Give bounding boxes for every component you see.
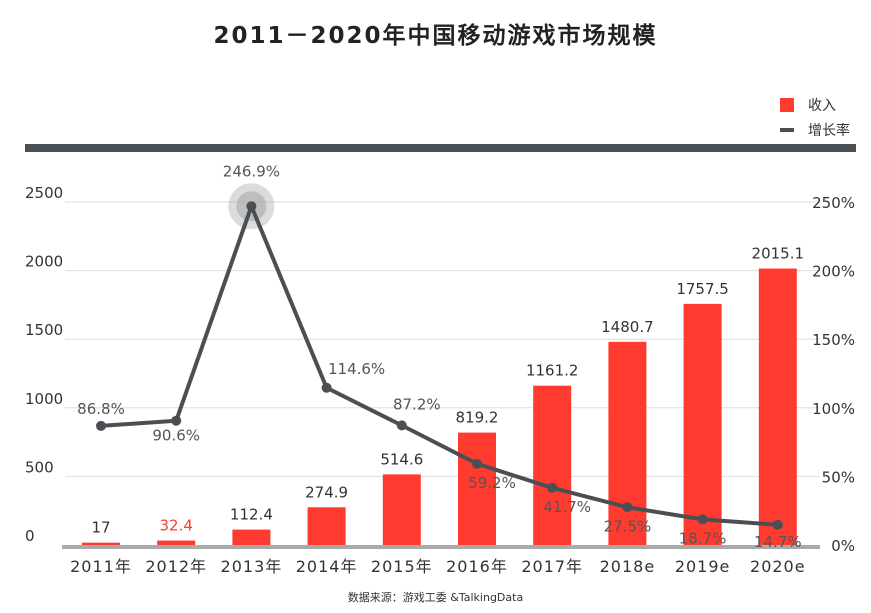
bar-value-label: 274.9 bbox=[305, 483, 348, 501]
growth-value-label: 59.2% bbox=[468, 474, 516, 492]
legend-item-growth: 增长率 bbox=[780, 117, 850, 142]
growth-value-label: 114.6% bbox=[328, 360, 385, 378]
legend: 收入 增长率 bbox=[780, 92, 850, 142]
y-left-tick-label: 0 bbox=[25, 527, 35, 545]
bar-value-label: 1480.7 bbox=[601, 318, 654, 336]
growth-value-label: 90.6% bbox=[152, 427, 200, 445]
bar-value-label: 1161.2 bbox=[526, 362, 579, 380]
bar bbox=[232, 529, 271, 545]
bar bbox=[683, 303, 722, 545]
growth-point bbox=[246, 201, 257, 212]
y-right-tick-label: 150% bbox=[812, 331, 855, 349]
y-left-tick-label: 500 bbox=[25, 458, 54, 476]
bar bbox=[458, 432, 496, 545]
growth-value-label: 41.7% bbox=[543, 498, 591, 516]
growth-point bbox=[547, 482, 558, 493]
data-source: 数据来源：游戏工委 &TalkingData bbox=[347, 591, 524, 604]
legend-growth-label: 增长率 bbox=[808, 122, 850, 139]
bar-value-label: 112.4 bbox=[230, 506, 273, 524]
growth-point bbox=[171, 415, 182, 426]
bar bbox=[157, 540, 196, 545]
bar-value-label: 819.2 bbox=[456, 409, 499, 427]
x-tick-label: 2016年 bbox=[446, 557, 508, 576]
x-tick-label: 2015年 bbox=[371, 557, 433, 576]
x-tick-label: 2018e bbox=[600, 557, 656, 576]
y-right-tick-label: 100% bbox=[812, 400, 855, 418]
y-left-tick-label: 2000 bbox=[25, 253, 63, 271]
growth-value-label: 87.2% bbox=[393, 395, 441, 413]
header-bar bbox=[25, 144, 856, 152]
growth-point bbox=[321, 382, 332, 393]
bar-value-label: 2015.1 bbox=[752, 245, 805, 263]
growth-point bbox=[472, 458, 482, 469]
growth-value-label: 246.9% bbox=[223, 162, 280, 180]
bar bbox=[533, 385, 572, 545]
y-left-tick-label: 2500 bbox=[25, 184, 63, 202]
x-tick-label: 2017年 bbox=[521, 557, 583, 576]
x-tick-label: 2012年 bbox=[145, 557, 207, 576]
x-tick-label: 2014年 bbox=[296, 557, 358, 576]
y-left-tick-label: 1000 bbox=[25, 390, 63, 408]
bar-value-label: 17 bbox=[91, 519, 110, 537]
growth-point bbox=[396, 420, 407, 431]
legend-bar-swatch bbox=[780, 97, 794, 112]
growth-value-label: 86.8% bbox=[77, 400, 125, 418]
bar-value-label: 32.4 bbox=[159, 517, 192, 535]
legend-line-swatch bbox=[780, 127, 794, 132]
y-right-tick-label: 200% bbox=[812, 263, 855, 281]
bar bbox=[608, 341, 647, 545]
x-tick-label: 2013年 bbox=[221, 557, 283, 576]
bar bbox=[82, 542, 120, 545]
growth-point bbox=[697, 514, 708, 525]
y-right-tick-label: 0% bbox=[831, 537, 855, 555]
growth-point bbox=[96, 420, 106, 431]
y-left-tick-label: 1500 bbox=[25, 321, 63, 339]
chart-title: 2011－2020年中国移动游戏市场规模 bbox=[213, 23, 658, 49]
x-tick-label: 2020e bbox=[750, 557, 806, 576]
growth-value-label: 14.7% bbox=[754, 533, 802, 551]
bar bbox=[382, 474, 421, 545]
bar bbox=[758, 268, 797, 545]
legend-revenue-label: 收入 bbox=[808, 97, 836, 114]
growth-value-label: 18.7% bbox=[679, 529, 727, 547]
growth-point bbox=[772, 519, 783, 530]
y-right-tick-label: 250% bbox=[812, 194, 855, 212]
legend-item-revenue: 收入 bbox=[780, 92, 850, 117]
growth-line bbox=[100, 204, 778, 527]
growth-value-label: 27.5% bbox=[604, 517, 652, 535]
x-tick-label: 2011年 bbox=[70, 557, 132, 576]
x-tick-label: 2019e bbox=[675, 557, 731, 576]
bar-value-label: 514.6 bbox=[380, 450, 423, 468]
bar-value-label: 1757.5 bbox=[676, 280, 729, 298]
y-right-tick-label: 50% bbox=[822, 468, 855, 486]
x-axis-line bbox=[62, 545, 820, 549]
growth-point bbox=[622, 502, 633, 513]
bar bbox=[307, 507, 346, 545]
